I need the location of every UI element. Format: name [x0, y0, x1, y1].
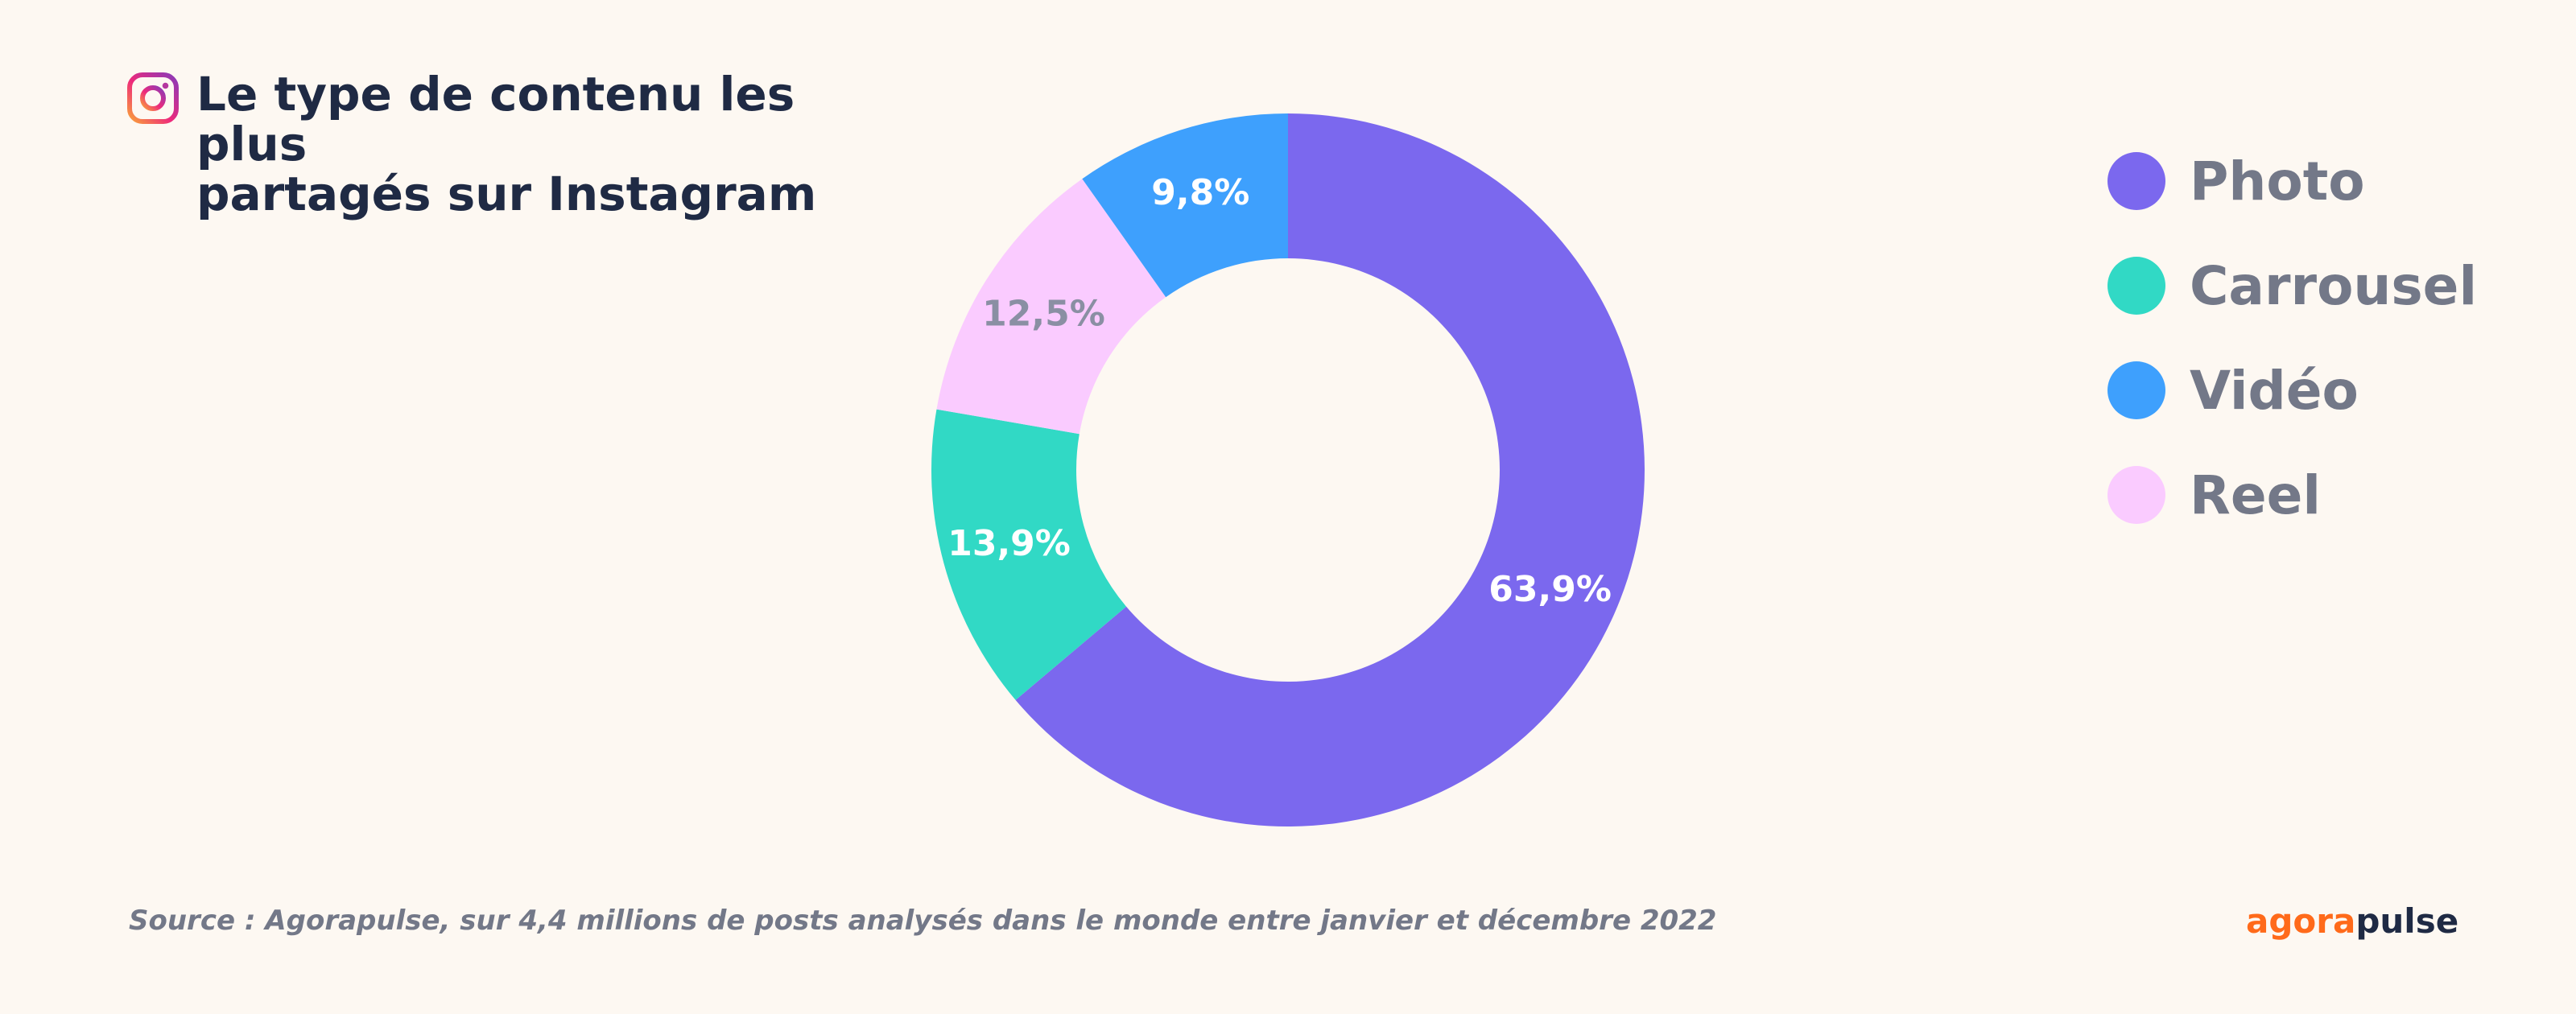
legend: Photo Carrousel Vidéo Reel: [2107, 129, 2477, 547]
chart-title-line2: partagés sur Instagram: [196, 167, 817, 221]
legend-dot-reel: [2107, 466, 2165, 524]
slice-video: [1082, 113, 1288, 298]
data-label-photo: 63,9%: [1488, 569, 1612, 610]
slice-photo: [1015, 113, 1645, 826]
legend-label-photo: Photo: [2190, 150, 2365, 212]
legend-label-reel: Reel: [2190, 464, 2321, 526]
data-label-carrousel: 13,9%: [947, 523, 1071, 564]
slice-reel: [936, 179, 1166, 435]
legend-item-photo: Photo: [2107, 129, 2477, 233]
brand-logo-part2: pulse: [2355, 901, 2459, 941]
legend-item-video: Vidéo: [2107, 338, 2477, 443]
legend-dot-carrousel: [2107, 257, 2165, 315]
chart-title-block: Le type de contenu les plus partagés sur…: [127, 69, 921, 219]
brand-logo-part1: agora: [2246, 901, 2356, 941]
slice-carrousel: [931, 409, 1127, 700]
chart-title: Le type de contenu les plus partagés sur…: [196, 69, 921, 219]
source-note: Source : Agorapulse, sur 4,4 millions de…: [129, 905, 1717, 937]
data-label-video: 9,8%: [1151, 172, 1249, 213]
legend-dot-video: [2107, 361, 2165, 419]
legend-item-carrousel: Carrousel: [2107, 233, 2477, 338]
legend-item-reel: Reel: [2107, 443, 2477, 547]
data-label-reel: 12,5%: [982, 293, 1105, 334]
instagram-icon: [127, 72, 179, 124]
legend-dot-photo: [2107, 152, 2165, 210]
legend-label-carrousel: Carrousel: [2190, 254, 2478, 317]
legend-label-video: Vidéo: [2190, 359, 2359, 422]
brand-logo: agorapulse: [2246, 901, 2458, 941]
chart-title-line1: Le type de contenu les plus: [196, 67, 795, 171]
